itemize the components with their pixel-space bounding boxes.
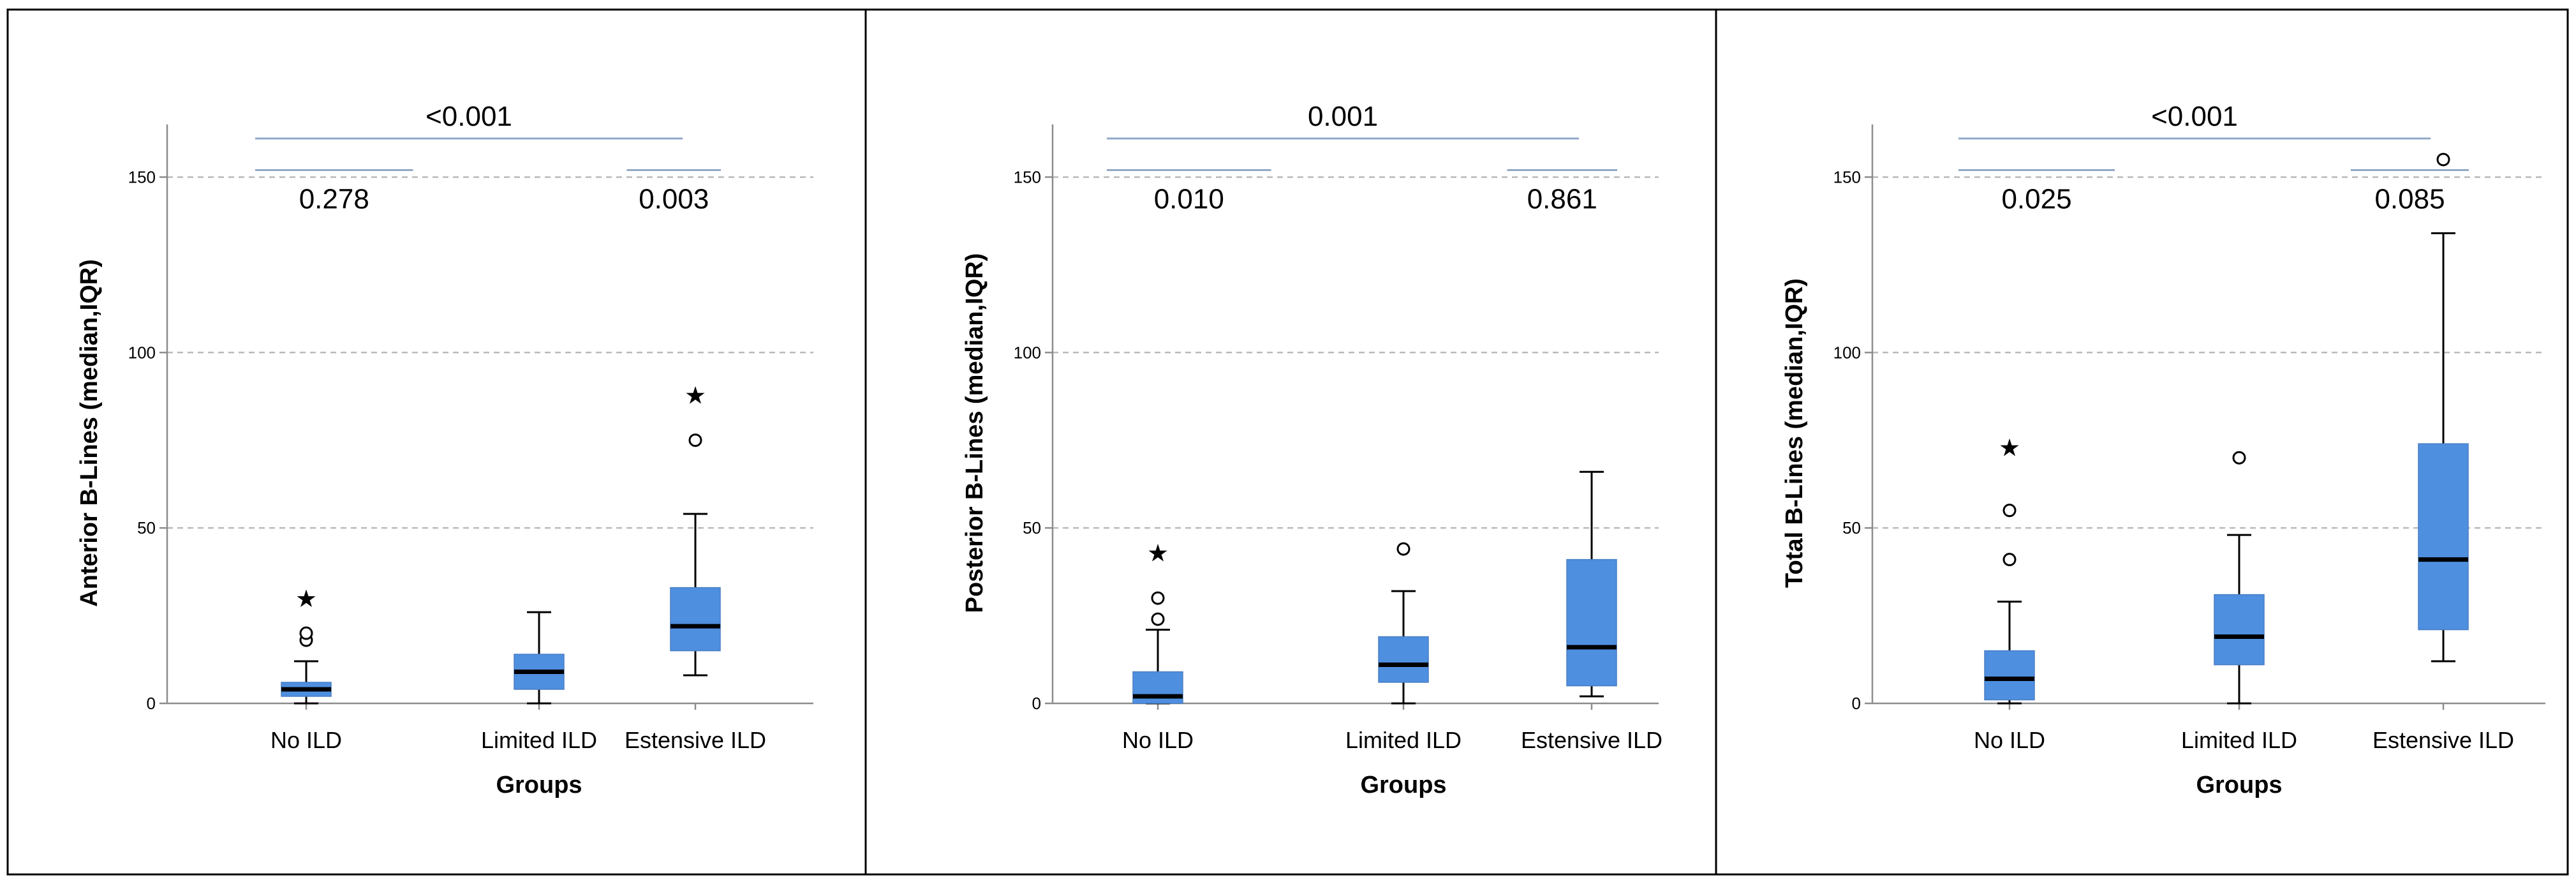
extreme-point: ★: [685, 382, 706, 409]
y-tick-label: 100: [1014, 343, 1041, 362]
category-label: Limited ILD: [1345, 727, 1462, 753]
outlier-point: [2436, 153, 2450, 167]
figure-frame: [6, 8, 2569, 876]
category-label: No ILD: [1974, 727, 2045, 753]
x-axis-title: Groups: [1360, 772, 1446, 798]
y-tick-label: 150: [1014, 167, 1041, 186]
y-tick-label: 0: [1032, 694, 1041, 713]
category-label: No ILD: [270, 727, 342, 753]
panel-anterior: Anterior B-Lines (median,IQR) Groups 0 50…: [76, 101, 813, 798]
p-value-label: <0.001: [2151, 101, 2238, 132]
p-value-label: 0.001: [1308, 101, 1378, 132]
category-label: No ILD: [1122, 727, 1194, 753]
outlier-point: [1396, 542, 1410, 556]
y-tick-label: 150: [128, 167, 156, 186]
p-value-label: 0.278: [299, 183, 369, 214]
panel-total: Total B-Lines (median,IQR) Groups 0 50 100…: [1781, 101, 2545, 798]
y-tick-label: 100: [1833, 343, 1861, 362]
y-axis-title: Posterior B-Lines (median,IQR): [961, 253, 988, 613]
extreme-point: ★: [295, 586, 317, 613]
y-axis-title: Total B-Lines (median,IQR): [1781, 278, 1808, 588]
iqr-box: [1132, 671, 1183, 704]
outlier-point: [1151, 612, 1165, 626]
outlier-point: [2002, 504, 2017, 518]
category-label: Limited ILD: [2181, 727, 2297, 753]
p-value-label: 0.085: [2374, 183, 2445, 214]
y-tick-label: 100: [128, 343, 156, 362]
iqr-box: [1984, 650, 2035, 701]
category-label: Estensive ILD: [1521, 727, 1662, 753]
iqr-box: [2214, 594, 2265, 666]
y-tick-label: 150: [1833, 167, 1861, 186]
iqr-box: [1566, 558, 1617, 687]
p-value-label: 0.861: [1527, 183, 1597, 214]
outlier-point: [2232, 451, 2246, 465]
iqr-box: [1378, 636, 1429, 683]
extreme-point: ★: [1999, 435, 2020, 462]
outlier-point: [688, 433, 702, 447]
x-axis-title: Groups: [2196, 772, 2282, 798]
x-axis-title: Groups: [496, 772, 582, 798]
y-tick-label: 50: [1842, 518, 1861, 537]
iqr-box: [2418, 443, 2469, 631]
p-value-label: 0.010: [1154, 183, 1224, 214]
category-label: Limited ILD: [481, 727, 597, 753]
category-label: Estensive ILD: [2372, 727, 2514, 753]
p-value-label: 0.003: [639, 183, 709, 214]
outlier-point: [299, 626, 313, 640]
y-axis-title: Anterior B-Lines (median,IQR): [76, 259, 103, 607]
y-tick-label: 50: [1023, 518, 1041, 537]
panel-posterior: Posterior B-Lines (median,IQR) Groups 0 5…: [961, 101, 1662, 798]
category-label: Estensive ILD: [625, 727, 766, 753]
p-value-label: <0.001: [426, 101, 512, 132]
y-tick-label: 0: [147, 694, 156, 713]
y-tick-label: 0: [1852, 694, 1861, 713]
extreme-point: ★: [1147, 541, 1169, 567]
outlier-point: [1151, 591, 1165, 605]
iqr-box: [670, 587, 721, 652]
p-value-label: 0.025: [2001, 183, 2071, 214]
y-tick-label: 50: [137, 518, 156, 537]
outlier-point: [2002, 553, 2017, 567]
